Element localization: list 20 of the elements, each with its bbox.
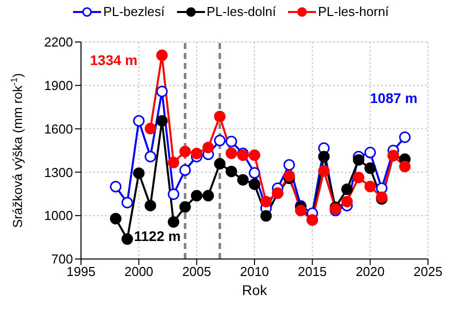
legend-label: PL-bezlesí bbox=[103, 4, 165, 19]
legend-label: PL-les-horní bbox=[318, 4, 389, 19]
y-tick-label: 1000 bbox=[44, 208, 73, 224]
legend-label: PL-les-dolní bbox=[206, 4, 276, 19]
x-tick-label: 2015 bbox=[298, 264, 327, 280]
y-tick-label: 700 bbox=[51, 252, 73, 267]
annotation: 1122 m bbox=[134, 228, 181, 244]
y-tick-label: 1900 bbox=[44, 78, 73, 94]
x-tick-label: 2020 bbox=[356, 264, 385, 280]
x-tick-label: 1995 bbox=[66, 264, 96, 280]
x-tick-label: 2010 bbox=[240, 264, 269, 280]
y-tick-label: 1300 bbox=[44, 164, 73, 180]
annotation: 1334 m bbox=[90, 52, 138, 68]
x-tick-label: 2000 bbox=[124, 264, 154, 280]
y-tick-label: 2200 bbox=[44, 34, 73, 50]
annotation: 1087 m bbox=[370, 90, 418, 106]
y-tick-label: 1600 bbox=[44, 121, 73, 136]
x-tick-label: 2005 bbox=[182, 264, 212, 280]
x-axis-title: Rok bbox=[242, 282, 268, 298]
x-tick-label: 2025 bbox=[414, 264, 442, 280]
